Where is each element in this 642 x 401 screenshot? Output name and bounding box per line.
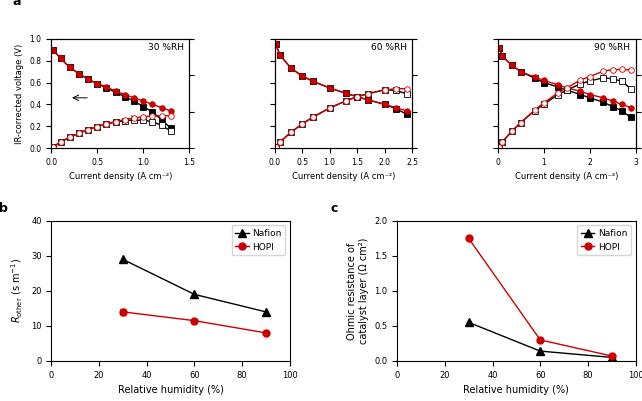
X-axis label: Current density (A cm⁻²): Current density (A cm⁻²) [69, 172, 172, 181]
Text: b: b [0, 202, 8, 215]
X-axis label: Current density (A cm⁻²): Current density (A cm⁻²) [515, 172, 618, 181]
Y-axis label: $R_{\mathrm{other}}$ (s m$^{-1}$): $R_{\mathrm{other}}$ (s m$^{-1}$) [10, 258, 26, 324]
Text: a: a [13, 0, 21, 8]
Text: 60 %RH: 60 %RH [371, 43, 407, 52]
Y-axis label: IR-corrected voltage (V): IR-corrected voltage (V) [15, 43, 24, 144]
X-axis label: Relative humidity (%): Relative humidity (%) [464, 385, 569, 395]
Y-axis label: Ohmic resistance of
catalyst layer (Ω cm²): Ohmic resistance of catalyst layer (Ω cm… [347, 238, 369, 344]
Text: 30 %RH: 30 %RH [148, 43, 184, 52]
Legend: Nafion, HOPI: Nafion, HOPI [577, 225, 631, 255]
Text: c: c [331, 202, 338, 215]
Legend: Nafion, HOPI: Nafion, HOPI [232, 225, 285, 255]
Text: 90 %RH: 90 %RH [594, 43, 630, 52]
Legend: Nafion, HOPI (Voltage), Nafion, HOPI (Power density): Nafion, HOPI (Voltage), Nafion, HOPI (Po… [82, 45, 304, 75]
X-axis label: Relative humidity (%): Relative humidity (%) [117, 385, 223, 395]
X-axis label: Current density (A cm⁻²): Current density (A cm⁻²) [291, 172, 395, 181]
